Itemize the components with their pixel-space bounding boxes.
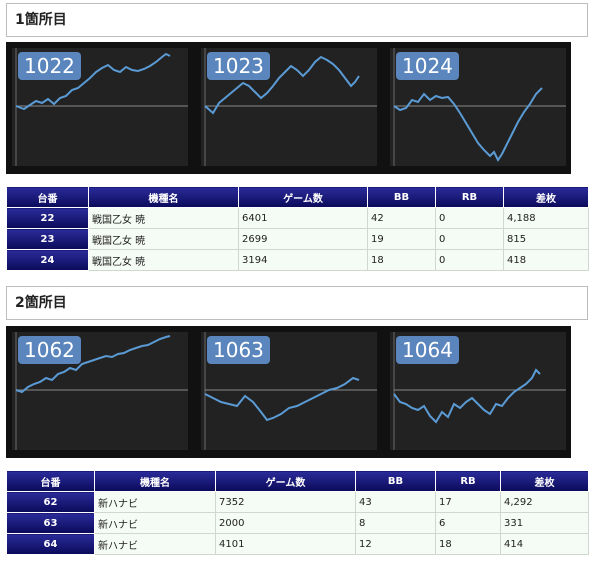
section-1-charts: 1022 1023 1024 (6, 42, 571, 174)
bb-cell: 8 (355, 512, 436, 534)
slump-line (393, 87, 543, 162)
difference-cell: 4,188 (503, 207, 589, 229)
header-game-count: ゲーム数 (238, 186, 368, 208)
difference-cell: 414 (500, 533, 589, 555)
slump-chart-svg (204, 48, 377, 166)
table-row: 64 新ハナビ 4101 12 18 414 (6, 533, 589, 555)
model-name-cell: 新ハナビ (94, 512, 216, 534)
slump-chart[interactable]: 1064 (390, 332, 566, 450)
header-difference: 差枚 (500, 470, 589, 492)
machine-number-label: 1022 (18, 52, 81, 80)
game-count-cell: 7352 (215, 491, 356, 513)
header-rb: RB (435, 186, 504, 208)
slump-line (15, 335, 171, 394)
table-header-row: 台番 機種名 ゲーム数 BB RB 差枚 (6, 186, 589, 208)
header-game-count: ゲーム数 (215, 470, 356, 492)
machine-number-cell[interactable]: 62 (6, 491, 95, 513)
slump-chart-svg (204, 332, 377, 450)
slump-chart[interactable]: 1062 (12, 332, 188, 450)
header-model-name: 機種名 (88, 186, 239, 208)
table-row: 23 戦国乙女 暁 2699 19 0 815 (6, 228, 589, 250)
machine-number-cell[interactable]: 63 (6, 512, 95, 534)
section-2-table: 台番 機種名 ゲーム数 BB RB 差枚 62 新ハナビ 7352 43 17 … (6, 470, 589, 555)
rb-cell: 0 (435, 207, 504, 229)
header-model-name: 機種名 (94, 470, 216, 492)
header-bb: BB (367, 186, 436, 208)
rb-cell: 17 (435, 491, 501, 513)
machine-number-cell[interactable]: 22 (6, 207, 89, 229)
slump-chart[interactable]: 1063 (201, 332, 377, 450)
rb-cell: 6 (435, 512, 501, 534)
section-1-table: 台番 機種名 ゲーム数 BB RB 差枚 22 戦国乙女 暁 6401 42 0… (6, 186, 589, 271)
slump-line (393, 368, 541, 424)
table-row: 62 新ハナビ 7352 43 17 4,292 (6, 491, 589, 513)
machine-number-label: 1023 (207, 52, 270, 80)
header-rb: RB (435, 470, 501, 492)
machine-number-label: 1063 (207, 336, 270, 364)
bb-cell: 19 (367, 228, 436, 250)
slump-chart[interactable]: 1023 (201, 48, 377, 166)
difference-cell: 418 (503, 249, 589, 271)
header-difference: 差枚 (503, 186, 589, 208)
slump-chart-svg (15, 48, 188, 166)
model-name-cell: 新ハナビ (94, 533, 216, 555)
game-count-cell: 3194 (238, 249, 368, 271)
rb-cell: 0 (435, 249, 504, 271)
slump-chart-svg (393, 48, 566, 166)
header-bb: BB (355, 470, 436, 492)
machine-number-cell[interactable]: 23 (6, 228, 89, 250)
slump-chart-svg (15, 332, 188, 450)
rb-cell: 0 (435, 228, 504, 250)
rb-cell: 18 (435, 533, 501, 555)
slump-chart-svg (393, 332, 566, 450)
bb-cell: 18 (367, 249, 436, 271)
slump-line (204, 55, 360, 115)
section-2-title: 2箇所目 (6, 286, 588, 320)
model-name-cell: 新ハナビ (94, 491, 216, 513)
table-row: 24 戦国乙女 暁 3194 18 0 418 (6, 249, 589, 271)
machine-number-label: 1062 (18, 336, 81, 364)
header-machine-no: 台番 (6, 186, 89, 208)
bb-cell: 42 (367, 207, 436, 229)
difference-cell: 815 (503, 228, 589, 250)
machine-number-label: 1024 (396, 52, 459, 80)
machine-number-label: 1064 (396, 336, 459, 364)
game-count-cell: 6401 (238, 207, 368, 229)
table-row: 63 新ハナビ 2000 8 6 331 (6, 512, 589, 534)
header-machine-no: 台番 (6, 470, 95, 492)
difference-cell: 4,292 (500, 491, 589, 513)
slump-chart[interactable]: 1024 (390, 48, 566, 166)
slump-line (204, 376, 360, 422)
table-row: 22 戦国乙女 暁 6401 42 0 4,188 (6, 207, 589, 229)
game-count-cell: 2699 (238, 228, 368, 250)
game-count-cell: 2000 (215, 512, 356, 534)
table-header-row: 台番 機種名 ゲーム数 BB RB 差枚 (6, 470, 589, 492)
section-1-title: 1箇所目 (6, 3, 588, 37)
section-2-charts: 1062 1063 1064 (6, 326, 571, 458)
game-count-cell: 4101 (215, 533, 356, 555)
machine-number-cell[interactable]: 64 (6, 533, 95, 555)
slump-chart[interactable]: 1022 (12, 48, 188, 166)
model-name-cell: 戦国乙女 暁 (88, 249, 239, 271)
machine-number-cell[interactable]: 24 (6, 249, 89, 271)
model-name-cell: 戦国乙女 暁 (88, 207, 239, 229)
difference-cell: 331 (500, 512, 589, 534)
slump-line (15, 52, 171, 111)
bb-cell: 12 (355, 533, 436, 555)
bb-cell: 43 (355, 491, 436, 513)
model-name-cell: 戦国乙女 暁 (88, 228, 239, 250)
